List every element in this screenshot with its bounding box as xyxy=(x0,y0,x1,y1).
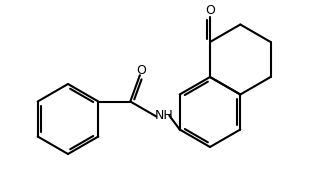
Text: O: O xyxy=(136,64,146,77)
Text: NH: NH xyxy=(155,109,174,122)
Text: O: O xyxy=(205,3,215,16)
